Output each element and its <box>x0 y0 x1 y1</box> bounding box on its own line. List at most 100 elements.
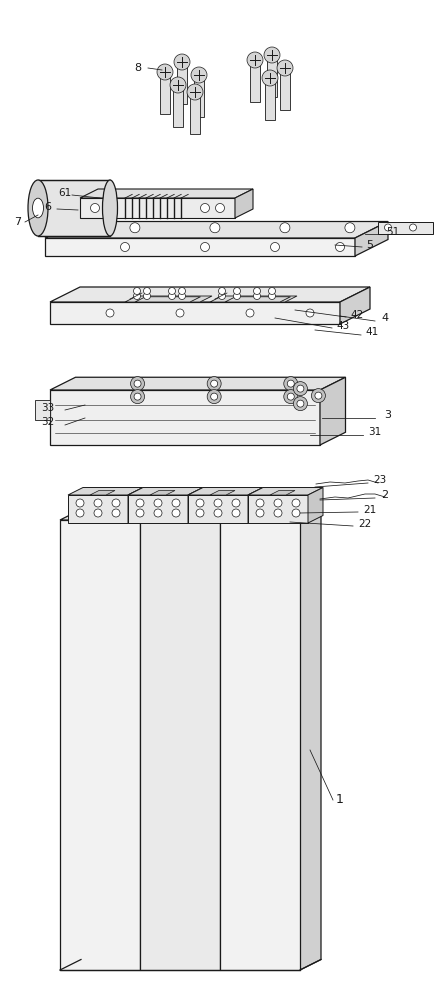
Text: 6: 6 <box>44 202 51 212</box>
Circle shape <box>273 509 281 517</box>
Circle shape <box>218 288 225 294</box>
Text: 3: 3 <box>384 410 391 420</box>
Polygon shape <box>220 520 299 970</box>
Circle shape <box>273 499 281 507</box>
Circle shape <box>178 288 185 294</box>
Text: 23: 23 <box>372 475 386 485</box>
Polygon shape <box>45 222 387 238</box>
Circle shape <box>283 390 297 404</box>
Text: 22: 22 <box>358 519 371 529</box>
Circle shape <box>134 380 141 387</box>
Circle shape <box>214 509 221 517</box>
Circle shape <box>215 204 224 213</box>
Polygon shape <box>68 495 128 523</box>
Circle shape <box>136 509 144 517</box>
Circle shape <box>210 393 217 400</box>
Polygon shape <box>247 488 263 523</box>
Circle shape <box>268 292 275 300</box>
Polygon shape <box>377 222 432 233</box>
Circle shape <box>171 509 180 517</box>
Circle shape <box>231 509 240 517</box>
Circle shape <box>276 60 293 76</box>
Circle shape <box>174 54 190 70</box>
Polygon shape <box>299 510 320 970</box>
Circle shape <box>286 380 294 387</box>
Polygon shape <box>187 488 203 523</box>
Polygon shape <box>125 296 211 302</box>
Text: 51: 51 <box>385 227 399 237</box>
Circle shape <box>176 309 184 317</box>
Circle shape <box>191 67 207 83</box>
Polygon shape <box>90 490 115 495</box>
Text: 42: 42 <box>349 310 363 320</box>
Text: 41: 41 <box>365 327 378 337</box>
Polygon shape <box>50 287 369 302</box>
Circle shape <box>296 400 303 407</box>
Polygon shape <box>50 302 339 324</box>
Circle shape <box>296 385 303 392</box>
Polygon shape <box>279 68 289 110</box>
Circle shape <box>187 84 203 100</box>
Polygon shape <box>135 297 200 302</box>
Circle shape <box>335 242 344 251</box>
Circle shape <box>311 389 325 403</box>
Polygon shape <box>187 495 247 523</box>
Circle shape <box>157 64 173 80</box>
Circle shape <box>130 390 144 404</box>
Polygon shape <box>128 488 203 495</box>
Ellipse shape <box>28 180 48 236</box>
Circle shape <box>279 223 289 233</box>
Circle shape <box>263 47 279 63</box>
Circle shape <box>314 392 321 399</box>
Circle shape <box>120 242 129 251</box>
Circle shape <box>171 499 180 507</box>
Circle shape <box>94 499 102 507</box>
Ellipse shape <box>102 180 117 236</box>
Circle shape <box>233 288 240 294</box>
Circle shape <box>133 288 140 294</box>
Circle shape <box>178 292 185 300</box>
Text: 61: 61 <box>58 188 72 198</box>
Circle shape <box>130 223 140 233</box>
Circle shape <box>143 288 150 294</box>
Polygon shape <box>140 520 220 970</box>
Circle shape <box>233 292 240 300</box>
Text: 43: 43 <box>335 321 349 331</box>
Polygon shape <box>190 92 200 134</box>
Circle shape <box>134 393 141 400</box>
Text: 32: 32 <box>41 417 55 427</box>
Circle shape <box>133 292 140 300</box>
Circle shape <box>196 499 204 507</box>
Polygon shape <box>60 510 320 520</box>
Circle shape <box>408 224 415 231</box>
Polygon shape <box>35 400 50 420</box>
Circle shape <box>210 223 220 233</box>
Polygon shape <box>68 488 143 495</box>
Polygon shape <box>250 60 260 102</box>
Polygon shape <box>173 85 183 127</box>
Polygon shape <box>187 488 263 495</box>
Polygon shape <box>247 488 322 495</box>
Text: 4: 4 <box>381 313 388 323</box>
Circle shape <box>218 292 225 300</box>
Circle shape <box>112 499 120 507</box>
Polygon shape <box>307 488 322 523</box>
Text: 7: 7 <box>14 217 22 227</box>
Circle shape <box>76 499 84 507</box>
Circle shape <box>94 509 102 517</box>
Polygon shape <box>247 495 307 523</box>
Circle shape <box>154 499 161 507</box>
Polygon shape <box>45 238 354 256</box>
Circle shape <box>136 499 144 507</box>
Polygon shape <box>50 390 319 445</box>
Polygon shape <box>80 198 234 218</box>
Text: 31: 31 <box>368 427 381 437</box>
Circle shape <box>268 288 275 294</box>
Circle shape <box>291 499 299 507</box>
Circle shape <box>286 393 294 400</box>
Circle shape <box>214 499 221 507</box>
Circle shape <box>207 390 220 404</box>
Text: 5: 5 <box>366 240 373 250</box>
Circle shape <box>106 309 114 317</box>
Circle shape <box>130 377 144 391</box>
